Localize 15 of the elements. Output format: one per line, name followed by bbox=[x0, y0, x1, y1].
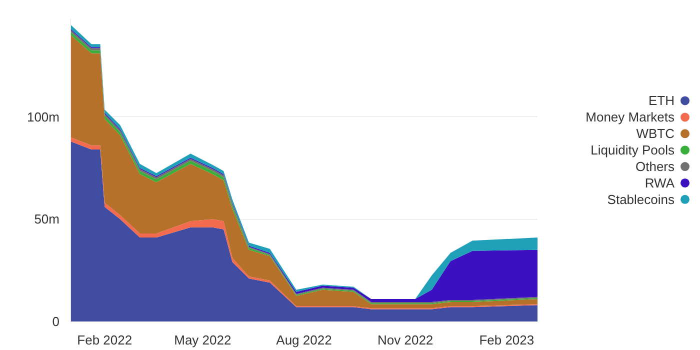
y-tick-label: 100m bbox=[26, 109, 60, 124]
x-tick-label: Feb 2022 bbox=[77, 332, 132, 348]
x-tick-label: May 2022 bbox=[174, 332, 232, 348]
legend-label: WBTC bbox=[636, 126, 675, 142]
legend-label: Liquidity Pools bbox=[590, 142, 675, 158]
y-tick-label: 50m bbox=[34, 212, 60, 227]
y-tick-label: 0 bbox=[52, 314, 60, 329]
legend-label: Stablecoins bbox=[607, 192, 675, 207]
legend-label: Money Markets bbox=[586, 110, 675, 125]
x-tick-label: Feb 2023 bbox=[479, 332, 534, 348]
legend-label: ETH bbox=[648, 93, 674, 108]
x-tick-label: Aug 2022 bbox=[276, 332, 332, 348]
legend-label: RWA bbox=[644, 175, 675, 190]
legend-label: Others bbox=[635, 159, 675, 174]
x-tick-label: Nov 2022 bbox=[378, 332, 434, 348]
